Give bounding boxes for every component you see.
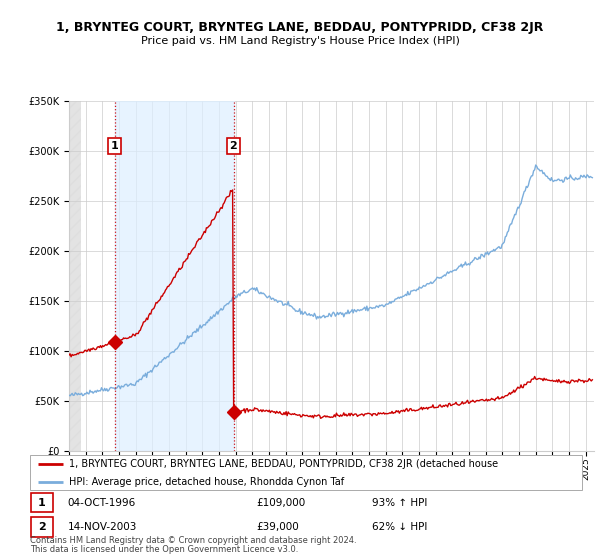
FancyBboxPatch shape [31,517,53,536]
Text: 1, BRYNTEG COURT, BRYNTEG LANE, BEDDAU, PONTYPRIDD, CF38 2JR: 1, BRYNTEG COURT, BRYNTEG LANE, BEDDAU, … [56,21,544,34]
Text: 1, BRYNTEG COURT, BRYNTEG LANE, BEDDAU, PONTYPRIDD, CF38 2JR (detached house: 1, BRYNTEG COURT, BRYNTEG LANE, BEDDAU, … [68,459,498,469]
Text: 93% ↑ HPI: 93% ↑ HPI [372,498,427,508]
Text: 14-NOV-2003: 14-NOV-2003 [67,522,137,532]
Text: £109,000: £109,000 [257,498,306,508]
Text: 2: 2 [38,522,46,532]
Bar [115,101,233,451]
Text: Contains HM Land Registry data © Crown copyright and database right 2024.: Contains HM Land Registry data © Crown c… [30,536,356,545]
FancyBboxPatch shape [30,455,582,490]
Text: Price paid vs. HM Land Registry's House Price Index (HPI): Price paid vs. HM Land Registry's House … [140,36,460,46]
Text: £39,000: £39,000 [257,522,299,532]
Text: 62% ↓ HPI: 62% ↓ HPI [372,522,427,532]
Text: HPI: Average price, detached house, Rhondda Cynon Taf: HPI: Average price, detached house, Rhon… [68,477,344,487]
Text: 1: 1 [38,498,46,508]
FancyBboxPatch shape [31,493,53,512]
Text: 1: 1 [111,141,119,151]
Text: This data is licensed under the Open Government Licence v3.0.: This data is licensed under the Open Gov… [30,545,298,554]
Text: 2: 2 [230,141,238,151]
Bar [52,101,80,451]
Text: 04-OCT-1996: 04-OCT-1996 [67,498,136,508]
